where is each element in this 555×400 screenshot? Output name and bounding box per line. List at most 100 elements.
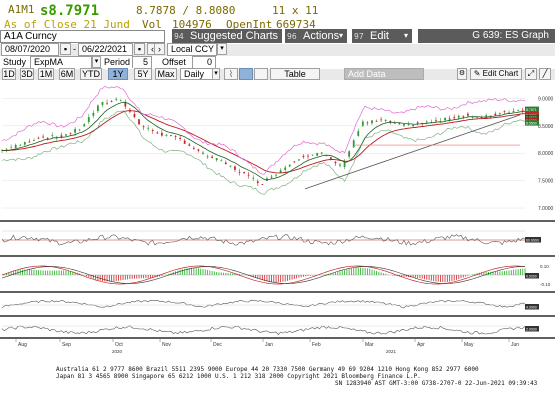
candle-body <box>160 132 163 136</box>
candle-body <box>183 140 186 144</box>
pencil-icon: ✎ <box>473 69 483 78</box>
candle-body <box>78 129 81 131</box>
lower-band-line <box>1 110 526 195</box>
range-button-ytd[interactable]: YTD <box>80 68 102 80</box>
actions-num: 96 <box>287 32 297 41</box>
candle-body <box>508 112 510 114</box>
end-date-input[interactable]: 06/22/2021 <box>78 43 133 56</box>
settings-gear-icon[interactable]: ⚙ <box>457 68 467 80</box>
candle-body <box>124 102 127 107</box>
actions-button[interactable]: 96 Actions ▾ <box>285 29 347 43</box>
ema-line <box>2 110 526 174</box>
range-button-6m[interactable]: 6M <box>59 68 75 80</box>
security-text: A1A Curncy <box>4 31 57 42</box>
macd-tag-label: 0.0200 <box>526 275 537 279</box>
footer-line-3: SN 1283940 AST GMT-3:00 G738-2707-0 22-J… <box>335 380 538 387</box>
panel4-tag-label: 2.0000 <box>526 328 537 332</box>
candle-body <box>348 151 351 157</box>
calendar-end-icon[interactable]: ▪ <box>134 43 145 55</box>
range-button-max[interactable]: Max <box>155 68 177 80</box>
candle-icon[interactable] <box>239 68 253 80</box>
study-dropdown-icon[interactable]: ▾ <box>92 56 101 68</box>
candle-body <box>69 132 72 134</box>
candle-body <box>5 149 8 151</box>
page-title-text: G 639: ES Graph <box>472 30 549 41</box>
range-button-1m[interactable]: 1M <box>38 68 54 80</box>
candle-body <box>10 147 13 149</box>
x-year-label: 2020 <box>112 349 123 354</box>
main-panel <box>0 80 555 221</box>
candle-body <box>380 119 383 121</box>
edit-num: 97 <box>354 32 364 41</box>
suggested-charts-button[interactable]: 94 Suggested Charts <box>172 29 282 43</box>
candle-body <box>211 156 214 159</box>
candle-body <box>297 159 300 161</box>
candle-body <box>74 129 76 133</box>
start-date-input[interactable]: 08/07/2020 <box>1 43 59 56</box>
candle-body <box>279 170 282 173</box>
osc-tag <box>525 237 541 243</box>
add-data-input[interactable]: Add Data <box>344 68 424 80</box>
range-button-1d[interactable]: 1D <box>2 68 16 80</box>
osc-tag-label: 60.0000 <box>526 239 539 243</box>
candle-body <box>444 118 446 121</box>
candle-body <box>284 167 287 171</box>
candle-body <box>87 117 90 122</box>
zoom-icon[interactable]: ⤢ <box>525 68 537 80</box>
candle-body <box>238 171 241 173</box>
candle-body <box>97 105 99 112</box>
candle-body <box>448 118 451 120</box>
chart-type-icon[interactable]: ⌇ <box>224 68 238 80</box>
frequency-select[interactable]: Daily <box>180 68 214 80</box>
candle-body <box>165 134 168 136</box>
as-of-close: As of Close 21 Jund <box>4 18 130 31</box>
candle-body <box>192 147 195 149</box>
x-month-label: Apr <box>417 342 425 348</box>
candle-body <box>498 113 501 115</box>
panel4-tag <box>525 326 539 332</box>
range-button-5y[interactable]: 5Y <box>134 68 152 80</box>
candle-body <box>425 121 428 123</box>
y-tick-label: 9.0000 <box>538 96 554 102</box>
candle-body <box>270 176 273 178</box>
candle-body <box>302 155 305 158</box>
candle-body <box>202 152 204 154</box>
last-price: s8.7971 <box>40 3 100 19</box>
candle-body <box>46 137 49 139</box>
x-month-label: Jan <box>265 342 273 348</box>
candle-body <box>375 120 378 122</box>
candle-body <box>188 144 191 146</box>
edit-button[interactable]: 97 Edit ▾ <box>352 29 412 43</box>
candle-body <box>334 161 337 164</box>
line-type-icon[interactable] <box>254 68 268 80</box>
candle-body <box>517 110 520 111</box>
range-button-1y[interactable]: 1Y <box>108 68 128 80</box>
macd-tick: 0.10 <box>540 264 549 269</box>
currency-dropdown-icon[interactable]: ▾ <box>217 43 227 55</box>
chart-area[interactable]: 9.00008.50008.00007.50007.00008.79718.70… <box>0 80 555 390</box>
macd-line <box>1 265 526 285</box>
candle-body <box>247 174 250 176</box>
frequency-dropdown-icon[interactable]: ▾ <box>212 68 220 80</box>
candle-body <box>329 157 332 160</box>
currency-select[interactable]: Local CCY <box>167 43 217 56</box>
candle-body <box>288 164 291 167</box>
candle-body <box>412 124 414 126</box>
candle-body <box>416 122 419 124</box>
edit-chart-button[interactable]: ✎ Edit Chart <box>470 68 522 80</box>
candle-body <box>206 156 209 158</box>
calendar-start-icon[interactable]: ▪ <box>60 43 71 55</box>
macd-tick: -0.10 <box>540 282 551 287</box>
draw-line-icon[interactable]: ╱ <box>539 68 551 80</box>
forward-arrow-icon[interactable]: › <box>154 43 165 55</box>
volume-label: Vol <box>142 18 162 31</box>
openint-value: 669734 <box>276 18 316 31</box>
candle-body <box>403 123 405 126</box>
range-button-3d[interactable]: 3D <box>20 68 34 80</box>
table-button[interactable]: Table <box>270 68 320 80</box>
momentum-line <box>1 325 526 335</box>
security-field[interactable]: A1A Curncy <box>0 30 165 43</box>
candle-body <box>275 174 277 176</box>
range-separator: - <box>73 44 76 54</box>
